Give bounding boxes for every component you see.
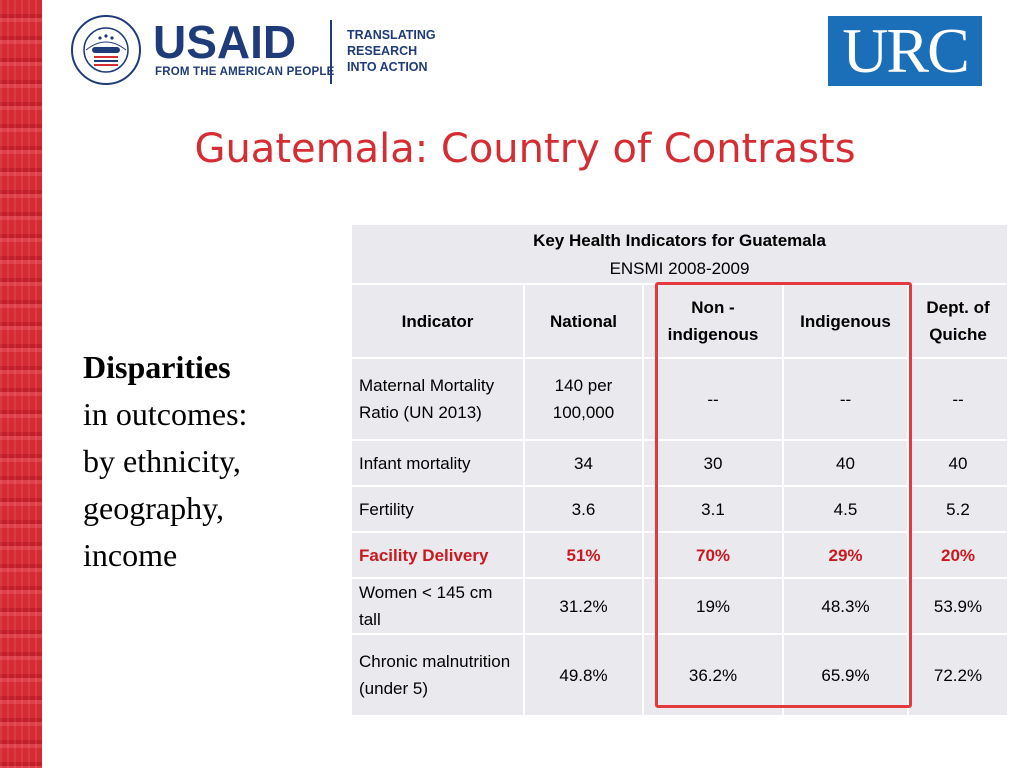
table-caption-subtitle: ENSMI 2008-2009	[609, 259, 750, 278]
disparities-line: income	[83, 537, 178, 573]
header-cell: Indicator	[350, 283, 525, 359]
tagline-line: TRANSLATING	[347, 28, 436, 42]
table-cell: --	[907, 357, 1009, 441]
table-cell: Maternal Mortality Ratio (UN 2013)	[350, 357, 525, 441]
table-cell: --	[782, 357, 909, 441]
disparities-text: Disparities in outcomes: by ethnicity, g…	[83, 344, 313, 579]
table-row: Maternal Mortality Ratio (UN 2013) 140 p…	[350, 357, 1009, 441]
table-cell: 19%	[642, 577, 784, 635]
table-row: Chronic malnutrition (under 5) 49.8% 36.…	[350, 633, 1009, 717]
disparities-heading: Disparities	[83, 349, 231, 385]
table-caption-title: Key Health Indicators for Guatemala	[533, 231, 826, 250]
usaid-seal-logo	[71, 15, 141, 85]
header-cell: Indigenous	[782, 283, 909, 359]
table-cell: Women < 145 cm tall	[350, 577, 525, 635]
translating-research-tagline: TRANSLATING RESEARCH INTO ACTION	[347, 27, 436, 75]
table-row: Infant mortality 34 30 40 40	[350, 439, 1009, 487]
table-cell: 70%	[642, 531, 784, 579]
table-cell: 34	[523, 439, 644, 487]
table-caption: Key Health Indicators for Guatemala ENSM…	[350, 223, 1009, 285]
disparities-line: geography,	[83, 490, 224, 526]
table-cell: 72.2%	[907, 633, 1009, 717]
tagline-line: RESEARCH	[347, 44, 418, 58]
table-cell: 3.6	[523, 485, 644, 533]
table-cell: 48.3%	[782, 577, 909, 635]
table-cell: Chronic malnutrition (under 5)	[350, 633, 525, 717]
disparities-line: by ethnicity,	[83, 443, 241, 479]
table-row-highlighted: Facility Delivery 51% 70% 29% 20%	[350, 531, 1009, 579]
table-cell: Facility Delivery	[350, 531, 525, 579]
table-row: Women < 145 cm tall 31.2% 19% 48.3% 53.9…	[350, 577, 1009, 635]
header-cell: National	[523, 283, 644, 359]
health-indicators-table: Key Health Indicators for Guatemala ENSM…	[350, 223, 1009, 717]
table-cell: 40	[782, 439, 909, 487]
decorative-side-band	[0, 0, 42, 768]
disparities-line: in outcomes:	[83, 396, 248, 432]
table-cell: 3.1	[642, 485, 784, 533]
header-divider	[330, 20, 332, 84]
table-cell: 51%	[523, 531, 644, 579]
header-cell: Non - indigenous	[642, 283, 784, 359]
usaid-wordmark: USAID	[153, 16, 297, 68]
table-cell: 65.9%	[782, 633, 909, 717]
table-cell: 5.2	[907, 485, 1009, 533]
table-cell: 4.5	[782, 485, 909, 533]
table-cell: 140 per 100,000	[523, 357, 644, 441]
usaid-tagline: FROM THE AMERICAN PEOPLE	[155, 66, 335, 78]
table-cell: 20%	[907, 531, 1009, 579]
page-title: Guatemala: Country of Contrasts	[194, 126, 856, 172]
header-cell: Dept. of Quiche	[907, 283, 1009, 359]
table-cell: 30	[642, 439, 784, 487]
table-cell: 53.9%	[907, 577, 1009, 635]
table-cell: 36.2%	[642, 633, 784, 717]
table-cell: 29%	[782, 531, 909, 579]
table-cell: 49.8%	[523, 633, 644, 717]
tagline-line: INTO ACTION	[347, 60, 428, 74]
urc-logo: URC	[828, 16, 982, 86]
table-cell: 40	[907, 439, 1009, 487]
table-cell: 31.2%	[523, 577, 644, 635]
table-header-row: Indicator National Non - indigenous Indi…	[350, 283, 1009, 359]
table-cell: --	[642, 357, 784, 441]
table-cell: Fertility	[350, 485, 525, 533]
table-cell: Infant mortality	[350, 439, 525, 487]
table-row: Fertility 3.6 3.1 4.5 5.2	[350, 485, 1009, 533]
